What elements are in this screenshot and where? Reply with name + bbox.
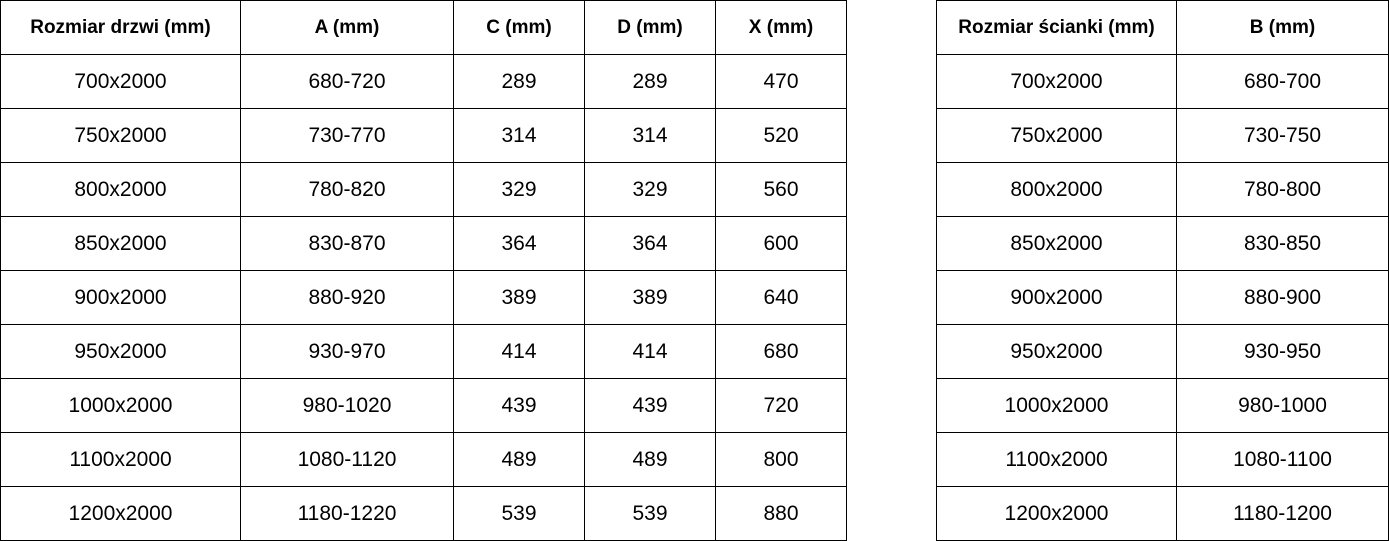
table-cell: 489 — [584, 432, 716, 487]
table-cell: 1200x2000 — [0, 486, 241, 541]
table-cell: 389 — [453, 270, 585, 325]
door-size-table: Rozmiar drzwi (mm) A (mm) C (mm) D (mm) X (m… — [0, 0, 847, 541]
header-row: Rozmiar ścianki (mm) B (mm) — [936, 0, 1389, 55]
table-cell: 289 — [453, 54, 585, 109]
column-header: Rozmiar ścianki (mm) — [936, 0, 1177, 55]
table-cell: 850x2000 — [0, 216, 241, 271]
table-cell: 930-970 — [240, 324, 454, 379]
table-cell: 414 — [453, 324, 585, 379]
table-cell: 950x2000 — [0, 324, 241, 379]
table-cell: 1180-1220 — [240, 486, 454, 541]
table-cell: 364 — [453, 216, 585, 271]
column-header: C (mm) — [453, 0, 585, 55]
table-cell: 730-770 — [240, 108, 454, 163]
table-cell: 950x2000 — [936, 324, 1177, 379]
header-row: Rozmiar drzwi (mm) A (mm) C (mm) D (mm) X (m… — [0, 0, 847, 55]
table-cell: 470 — [715, 54, 847, 109]
table-cell: 314 — [453, 108, 585, 163]
table-cell: 780-800 — [1176, 162, 1389, 217]
column-header: D (mm) — [584, 0, 716, 55]
table-row: 700x2000 680-720 289 289 470 — [0, 54, 847, 109]
table-cell: 1100x2000 — [936, 432, 1177, 487]
table-cell: 780-820 — [240, 162, 454, 217]
table-cell: 680 — [715, 324, 847, 379]
table-cell: 489 — [453, 432, 585, 487]
table-row: 800x2000 780-820 329 329 560 — [0, 162, 847, 217]
table-cell: 439 — [453, 378, 585, 433]
table-cell: 414 — [584, 324, 716, 379]
table-cell: 900x2000 — [0, 270, 241, 325]
table-cell: 880-920 — [240, 270, 454, 325]
table-cell: 439 — [584, 378, 716, 433]
table-cell: 750x2000 — [936, 108, 1177, 163]
table-cell: 1080-1120 — [240, 432, 454, 487]
table-cell: 980-1000 — [1176, 378, 1389, 433]
table-cell: 539 — [584, 486, 716, 541]
table-cell: 850x2000 — [936, 216, 1177, 271]
table-row: 1200x2000 1180-1220 539 539 880 — [0, 486, 847, 541]
table-row: 950x2000 930-970 414 414 680 — [0, 324, 847, 379]
table-row: 1100x2000 1080-1120 489 489 800 — [0, 432, 847, 487]
table-row: 800x2000 780-800 — [936, 162, 1389, 217]
table-row: 950x2000 930-950 — [936, 324, 1389, 379]
table-cell: 980-1020 — [240, 378, 454, 433]
table-row: 900x2000 880-900 — [936, 270, 1389, 325]
column-header: X (mm) — [715, 0, 847, 55]
table-cell: 539 — [453, 486, 585, 541]
table-cell: 640 — [715, 270, 847, 325]
table-cell: 800 — [715, 432, 847, 487]
table-cell: 900x2000 — [936, 270, 1177, 325]
table-cell: 1000x2000 — [0, 378, 241, 433]
table-cell: 520 — [715, 108, 847, 163]
table-cell: 389 — [584, 270, 716, 325]
table-cell: 1000x2000 — [936, 378, 1177, 433]
table-cell: 680-700 — [1176, 54, 1389, 109]
table-cell: 830-870 — [240, 216, 454, 271]
table-cell: 930-950 — [1176, 324, 1389, 379]
table-cell: 700x2000 — [936, 54, 1177, 109]
table-cell: 880 — [715, 486, 847, 541]
table-row: 1000x2000 980-1000 — [936, 378, 1389, 433]
table-cell: 830-850 — [1176, 216, 1389, 271]
table-cell: 1180-1200 — [1176, 486, 1389, 541]
table-row: 850x2000 830-850 — [936, 216, 1389, 271]
column-header: Rozmiar drzwi (mm) — [0, 0, 241, 55]
table-cell: 1200x2000 — [936, 486, 1177, 541]
table-row: 1100x2000 1080-1100 — [936, 432, 1389, 487]
table-cell: 680-720 — [240, 54, 454, 109]
table-cell: 800x2000 — [0, 162, 241, 217]
table-cell: 700x2000 — [0, 54, 241, 109]
table-cell: 364 — [584, 216, 716, 271]
table-cell: 880-900 — [1176, 270, 1389, 325]
column-header: A (mm) — [240, 0, 454, 55]
table-row: 900x2000 880-920 389 389 640 — [0, 270, 847, 325]
column-header: B (mm) — [1176, 0, 1389, 55]
table-cell: 314 — [584, 108, 716, 163]
table-row: 850x2000 830-870 364 364 600 — [0, 216, 847, 271]
table-cell: 289 — [584, 54, 716, 109]
table-cell: 600 — [715, 216, 847, 271]
table-cell: 800x2000 — [936, 162, 1177, 217]
table-cell: 1080-1100 — [1176, 432, 1389, 487]
table-cell: 750x2000 — [0, 108, 241, 163]
table-cell: 1100x2000 — [0, 432, 241, 487]
wall-size-table: Rozmiar ścianki (mm) B (mm) 700x2000 680-7… — [936, 0, 1389, 541]
table-row: 1200x2000 1180-1200 — [936, 486, 1389, 541]
table-cell: 560 — [715, 162, 847, 217]
table-row: 750x2000 730-770 314 314 520 — [0, 108, 847, 163]
table-cell: 329 — [453, 162, 585, 217]
table-cell: 329 — [584, 162, 716, 217]
table-row: 750x2000 730-750 — [936, 108, 1389, 163]
table-row: 700x2000 680-700 — [936, 54, 1389, 109]
table-cell: 730-750 — [1176, 108, 1389, 163]
table-cell: 720 — [715, 378, 847, 433]
table-row: 1000x2000 980-1020 439 439 720 — [0, 378, 847, 433]
